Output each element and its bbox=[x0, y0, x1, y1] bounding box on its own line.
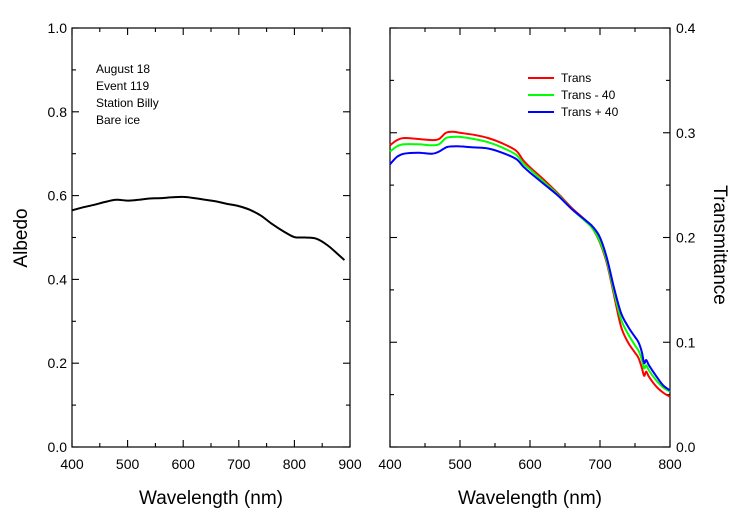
series-trans-40 bbox=[389, 135, 671, 393]
series-line bbox=[71, 195, 346, 261]
albedo-series bbox=[71, 195, 346, 261]
y-tick-label: 0.3 bbox=[676, 125, 696, 141]
y-tick-label: 0.6 bbox=[48, 188, 68, 204]
y-tick-label: 0.2 bbox=[48, 355, 68, 371]
x-tick-label: 800 bbox=[658, 456, 682, 472]
albedo-y-axis-title: Albedo bbox=[11, 208, 32, 267]
series-trans-40 bbox=[389, 145, 671, 392]
annotation-line-surface: Bare ice bbox=[96, 113, 140, 127]
x-tick-label: 800 bbox=[283, 456, 307, 472]
x-tick-label: 400 bbox=[378, 456, 402, 472]
annotation-line-event: Event 119 bbox=[96, 79, 149, 93]
x-tick-label: 400 bbox=[60, 456, 84, 472]
x-tick-label: 900 bbox=[338, 456, 362, 472]
albedo-annotation: August 18 Event 119 Station Billy Bare i… bbox=[96, 62, 159, 127]
y-tick-label: 0.0 bbox=[676, 439, 696, 455]
transmittance-plot-frame bbox=[389, 27, 671, 448]
y-tick-label: 0.2 bbox=[676, 230, 696, 246]
x-tick-label: 700 bbox=[588, 456, 612, 472]
y-tick-label: 0.1 bbox=[676, 334, 696, 350]
transmittance-y-axis-title: Transmittance bbox=[709, 185, 730, 305]
annotation-line-station: Station Billy bbox=[96, 96, 159, 110]
albedo-tick-labels: 400 500 600 700 800 900 0.0 0.2 0.4 0.6 0.8 1.0 bbox=[48, 20, 362, 472]
x-tick-label: 500 bbox=[116, 456, 140, 472]
y-tick-label: 0.4 bbox=[48, 271, 68, 287]
x-tick-label: 600 bbox=[172, 456, 196, 472]
y-tick-label: 1.0 bbox=[48, 20, 68, 36]
x-tick-label: 500 bbox=[448, 456, 472, 472]
x-tick-label: 600 bbox=[518, 456, 542, 472]
albedo-chart: 400 500 600 700 800 900 0.0 0.2 0.4 0.6 0.8 1.0 Aug… bbox=[11, 20, 362, 509]
albedo-ticks bbox=[71, 27, 351, 448]
transmittance-ticks bbox=[389, 27, 671, 448]
legend-label: Trans bbox=[561, 71, 591, 85]
y-tick-label: 0.0 bbox=[48, 439, 68, 455]
y-tick-label: 0.8 bbox=[48, 104, 68, 120]
albedo-x-axis-title: Wavelength (nm) bbox=[139, 488, 283, 509]
transmittance-series bbox=[389, 130, 671, 398]
legend-label: Trans - 40 bbox=[561, 88, 616, 102]
legend-label: Trans + 40 bbox=[561, 105, 619, 119]
legend: Trans Trans - 40 Trans + 40 bbox=[528, 71, 619, 119]
y-tick-label: 0.4 bbox=[676, 20, 696, 36]
annotation-line-date: August 18 bbox=[96, 62, 150, 76]
x-tick-label: 700 bbox=[227, 456, 251, 472]
transmittance-x-axis-title: Wavelength (nm) bbox=[458, 488, 602, 509]
